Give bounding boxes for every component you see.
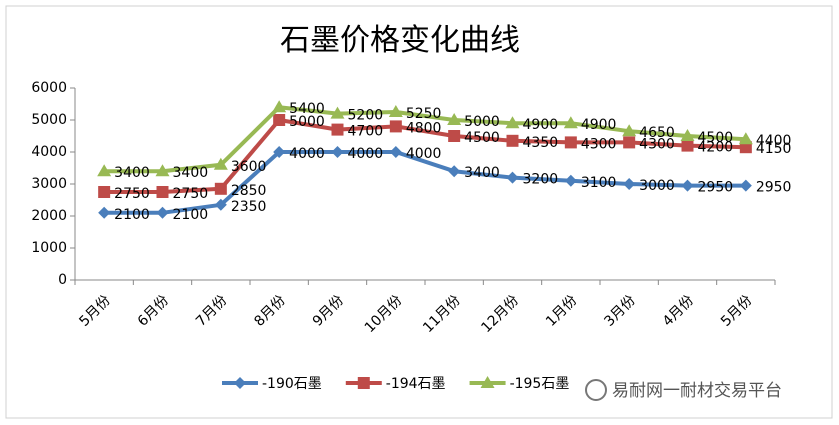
y-tick-label: 0 — [58, 272, 67, 288]
marker — [506, 171, 519, 184]
data-label: 3000 — [639, 178, 675, 194]
data-label: 4150 — [756, 141, 792, 157]
data-label: 4500 — [698, 130, 734, 146]
marker — [506, 134, 519, 147]
marker — [331, 123, 344, 136]
marker — [98, 206, 111, 219]
marker — [447, 113, 462, 125]
marker — [622, 124, 637, 137]
y-tick-label: 5000 — [31, 112, 67, 128]
marker — [214, 198, 227, 211]
data-label: 3100 — [581, 175, 617, 191]
y-tick-label: 4000 — [31, 144, 67, 160]
data-label: 4350 — [523, 135, 559, 151]
marker — [155, 164, 170, 177]
data-label: 5400 — [289, 101, 325, 117]
marker — [448, 130, 461, 142]
marker — [739, 179, 752, 192]
chart-title: 石墨价格变化曲线 — [280, 23, 520, 58]
series-line — [104, 118, 746, 194]
y-tick-label: 3000 — [31, 176, 67, 192]
marker — [623, 136, 636, 149]
marker — [156, 206, 169, 219]
series-line — [104, 150, 746, 215]
marker — [273, 146, 286, 158]
marker — [388, 105, 403, 117]
legend-label: -190石墨 — [262, 376, 322, 392]
data-label: 2950 — [756, 180, 792, 196]
legend-marker — [357, 377, 370, 389]
data-label: 2100 — [173, 207, 209, 223]
data-label: 5250 — [406, 106, 442, 122]
marker — [389, 146, 402, 158]
series — [97, 100, 753, 177]
marker — [564, 136, 577, 149]
data-label: 4900 — [581, 117, 617, 133]
marker — [331, 146, 344, 158]
data-label: 3400 — [114, 165, 150, 181]
data-label: 3400 — [464, 165, 500, 181]
marker — [505, 116, 520, 129]
marker — [738, 132, 753, 145]
data-label: 2950 — [698, 180, 734, 196]
data-label: 4500 — [464, 130, 500, 146]
data-label: 4800 — [406, 120, 442, 136]
data-label: 2350 — [231, 199, 267, 215]
marker — [97, 164, 112, 177]
data-label: 4400 — [756, 133, 792, 149]
y-tick-label: 1000 — [31, 240, 67, 256]
data-label: 4000 — [348, 146, 384, 162]
data-label: 4000 — [289, 146, 325, 162]
watermark-icon — [585, 379, 607, 401]
data-label: 4000 — [406, 146, 442, 162]
data-label: 2750 — [114, 186, 150, 202]
legend-marker — [234, 377, 246, 389]
marker — [214, 182, 227, 195]
marker — [156, 186, 169, 198]
marker — [563, 116, 578, 129]
data-label: 4300 — [639, 136, 675, 152]
data-label: 4300 — [581, 136, 617, 152]
marker — [272, 100, 287, 113]
legend-label: -195石墨 — [510, 376, 570, 392]
marker — [213, 157, 228, 170]
legend-label: -194石墨 — [386, 376, 446, 392]
data-label: 3400 — [173, 165, 209, 181]
marker — [448, 165, 461, 178]
data-label: 4700 — [348, 124, 384, 140]
data-label: 3600 — [231, 159, 267, 175]
data-label: 4200 — [698, 140, 734, 156]
series — [98, 146, 752, 219]
marker — [623, 178, 636, 190]
marker — [389, 120, 402, 133]
data-label: 5200 — [348, 108, 384, 124]
marker — [273, 114, 286, 126]
marker — [98, 186, 111, 198]
watermark-text: 易耐网一耐材交易平台 — [612, 381, 782, 401]
y-tick-label: 2000 — [31, 208, 67, 224]
data-label: 3200 — [523, 172, 559, 188]
marker — [564, 174, 577, 187]
series-line — [104, 105, 746, 174]
data-label: 2850 — [231, 183, 267, 199]
marker — [680, 129, 695, 141]
data-label: 4650 — [639, 125, 675, 141]
marker — [681, 139, 694, 152]
data-label: 2750 — [173, 186, 209, 202]
watermark: 易耐网一耐材交易平台 — [585, 379, 782, 401]
marker — [330, 106, 345, 119]
data-label: 2100 — [114, 207, 150, 223]
data-label: 4900 — [523, 117, 559, 133]
data-label: 5000 — [289, 114, 325, 130]
legend-marker — [480, 376, 495, 388]
marker — [681, 179, 694, 192]
y-tick-label: 6000 — [31, 80, 67, 96]
data-label: 5000 — [464, 114, 500, 130]
